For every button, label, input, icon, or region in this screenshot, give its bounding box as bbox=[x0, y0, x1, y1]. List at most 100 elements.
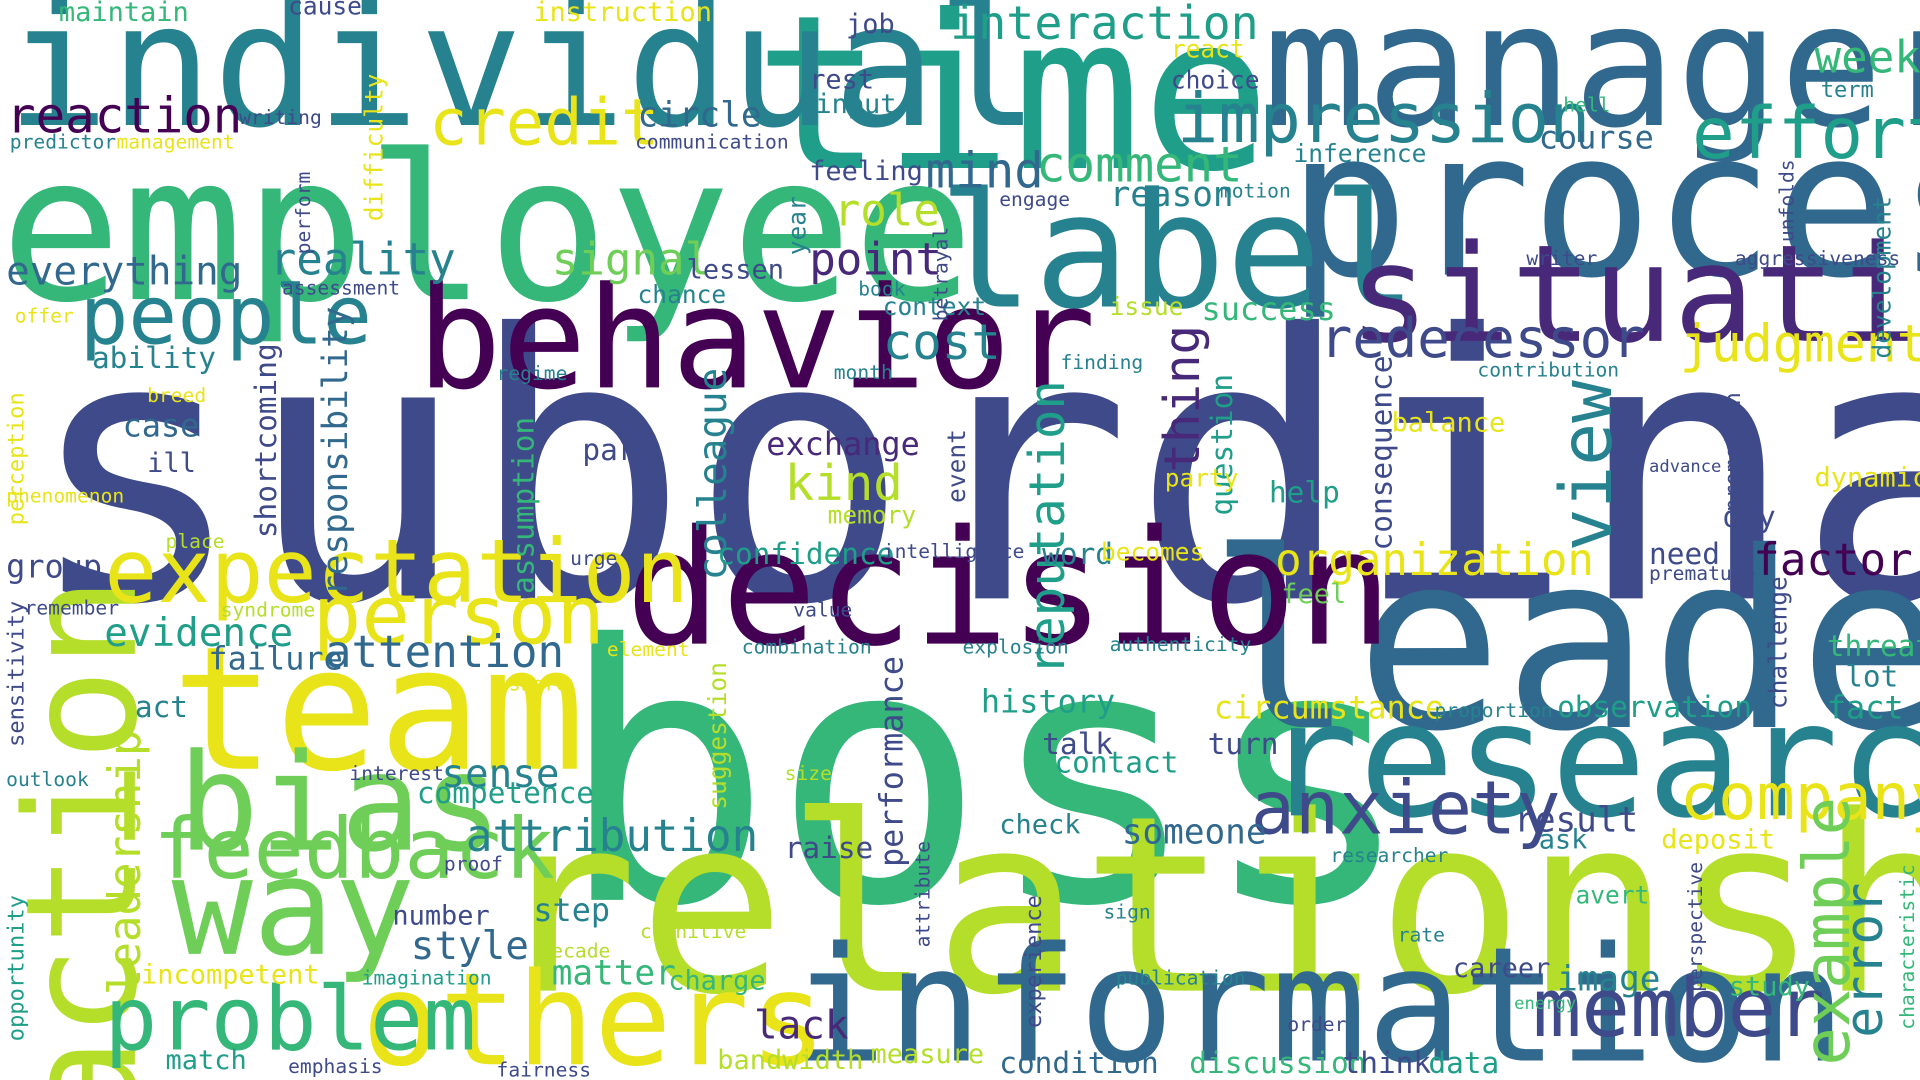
word-share: share bbox=[508, 671, 568, 696]
word-study: study bbox=[1728, 972, 1810, 1003]
word-behavior: behavior bbox=[416, 257, 1096, 422]
word-reason: reason bbox=[1109, 174, 1234, 215]
word-person: person bbox=[312, 568, 605, 664]
word-course: course bbox=[1538, 120, 1654, 157]
word-order: order bbox=[1287, 1012, 1347, 1037]
word-sign: sign bbox=[1103, 899, 1151, 924]
word-advance: advance bbox=[1649, 457, 1722, 477]
word-decade: decade bbox=[539, 939, 611, 963]
word-error: error bbox=[1834, 882, 1895, 1038]
word-factor: factor bbox=[1753, 535, 1913, 587]
word-input: input bbox=[815, 89, 897, 121]
word-fairness: fairness bbox=[496, 1058, 592, 1080]
word-company: company bbox=[1679, 761, 1920, 835]
word-someone: someone bbox=[1121, 811, 1267, 853]
word-consequence: consequence bbox=[1364, 355, 1399, 551]
word-cognitive: cognitive bbox=[640, 919, 747, 943]
word-problem: problem bbox=[104, 967, 477, 1071]
word-fact: fact bbox=[1826, 690, 1904, 728]
word-view: view bbox=[1544, 380, 1629, 552]
word-competence: competence bbox=[416, 776, 595, 811]
word-year: year bbox=[782, 196, 812, 256]
word-think: think bbox=[1342, 1045, 1432, 1080]
word-boss: boss bbox=[557, 571, 1415, 985]
word-team: team bbox=[171, 610, 586, 811]
word-failure: failure bbox=[208, 641, 343, 679]
word-performance: performance bbox=[874, 655, 911, 868]
word-everything: everything bbox=[6, 247, 243, 295]
word-group: group bbox=[6, 549, 103, 587]
word-word: word bbox=[1042, 537, 1114, 572]
word-management: management bbox=[116, 129, 235, 154]
word-interest: interest bbox=[349, 761, 444, 785]
word-subordinate: subordinate bbox=[24, 257, 1920, 686]
word-engage: engage bbox=[999, 187, 1071, 211]
word-measure: measure bbox=[870, 1039, 985, 1071]
word-circumstance: circumstance bbox=[1213, 690, 1445, 728]
word-match: match bbox=[165, 1045, 247, 1077]
word-issue: issue bbox=[1109, 291, 1184, 322]
word-betrayal: betrayal bbox=[929, 226, 953, 322]
word-signal: signal bbox=[551, 235, 712, 286]
word-ill: ill bbox=[147, 448, 196, 480]
word-check: check bbox=[999, 810, 1081, 842]
word-step: step bbox=[533, 892, 611, 930]
word-becomes: becomes bbox=[1100, 537, 1205, 567]
word-need: need bbox=[1649, 537, 1720, 572]
word-attribution: attribution bbox=[465, 811, 759, 862]
word-perform: perform bbox=[291, 171, 316, 255]
word-sense: sense bbox=[441, 750, 560, 797]
word-cost: cost bbox=[882, 315, 1001, 372]
word-lack: lack bbox=[754, 1001, 849, 1049]
word-talk: talk bbox=[1042, 727, 1114, 762]
word-challenge: challenge bbox=[1763, 576, 1793, 710]
word-anxiety: anxiety bbox=[1250, 766, 1561, 853]
word-job: job bbox=[845, 9, 895, 41]
word-people: people bbox=[79, 268, 373, 363]
word-cause: cause bbox=[288, 0, 362, 21]
word-memory: memory bbox=[827, 500, 917, 530]
word-relationship: relationship bbox=[490, 763, 1920, 1050]
word-mind: mind bbox=[925, 143, 1044, 200]
word-balance: balance bbox=[1391, 408, 1506, 439]
word-energy: energy bbox=[1514, 994, 1577, 1014]
word-researcher: researcher bbox=[1330, 843, 1449, 867]
word-reality: reality bbox=[269, 235, 456, 286]
word-lot: lot bbox=[1845, 659, 1899, 694]
word-syndrome: syndrome bbox=[220, 598, 316, 622]
word-data: data bbox=[1428, 1045, 1500, 1080]
word-shortcoming: shortcoming bbox=[248, 343, 284, 539]
word-observation: observation bbox=[1557, 690, 1752, 725]
word-rest: rest bbox=[809, 64, 875, 96]
word-effort: effort bbox=[1691, 91, 1920, 176]
word-offer: offer bbox=[14, 304, 74, 328]
word-decision: decision bbox=[625, 495, 1393, 682]
word-chance: chance bbox=[637, 279, 727, 309]
word-writing: writing bbox=[239, 105, 322, 129]
word-circle: circle bbox=[637, 94, 762, 135]
word-attribute: attribute bbox=[910, 841, 935, 948]
word-question: question bbox=[1205, 373, 1240, 516]
word-charge: charge bbox=[668, 966, 766, 997]
word-characteristic: characteristic bbox=[1895, 864, 1919, 1030]
word-assumption: assumption bbox=[506, 416, 541, 595]
word-unfolds: unfolds bbox=[1775, 159, 1799, 243]
word-element: element bbox=[606, 637, 690, 661]
word-feeling: feeling bbox=[809, 156, 923, 188]
word-remember: remember bbox=[24, 595, 120, 620]
word-thing: thing bbox=[1154, 324, 1212, 473]
word-success: success bbox=[1201, 291, 1336, 329]
word-perspective: perspective bbox=[1683, 861, 1707, 992]
word-confidence: confidence bbox=[717, 537, 895, 572]
word-instruction: instruction bbox=[533, 0, 712, 29]
word-explosion: explosion bbox=[962, 635, 1069, 659]
word-credit: credit bbox=[429, 87, 660, 161]
word-interaction: interaction bbox=[950, 0, 1259, 51]
word-assessment: assessment bbox=[281, 275, 401, 300]
word-contact: contact bbox=[1054, 745, 1179, 780]
word-opportunity: opportunity bbox=[3, 895, 30, 1042]
word-incompetent: incompetent bbox=[140, 959, 320, 991]
word-role: role bbox=[833, 186, 941, 237]
word-combination: combination bbox=[741, 635, 872, 659]
